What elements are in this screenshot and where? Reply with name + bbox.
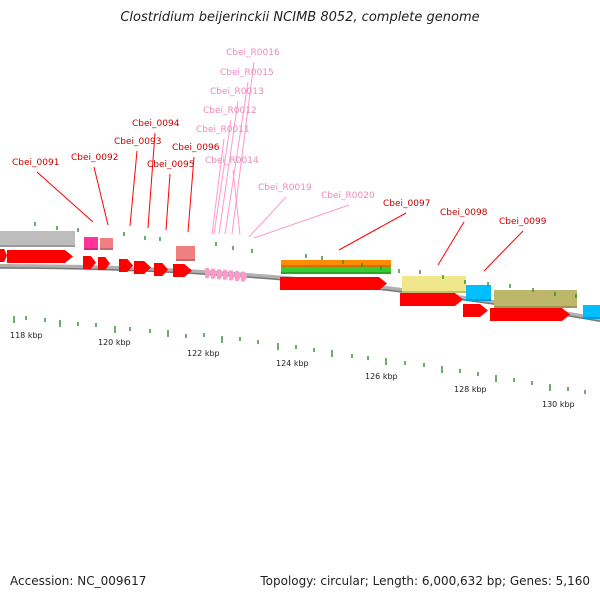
gene-label[interactable]: Cbei_0092 (71, 153, 118, 163)
map-title: Clostridium beijerinckii NCIMB 8052, com… (120, 10, 480, 25)
gene-leader-line (36, 171, 94, 223)
gene-leader-line (231, 61, 255, 235)
cds-arrow[interactable] (173, 264, 192, 277)
gene-leader-line (165, 173, 171, 231)
gene-leader-line (187, 156, 195, 233)
rna-arrow[interactable] (223, 269, 229, 280)
gene-leader-line (211, 138, 225, 235)
feature-gray-1-shade (0, 245, 75, 247)
feature-magenta-shade (84, 248, 98, 250)
scale-tick-label: 122 kbp (187, 349, 220, 358)
scale-tick-label: 128 kbp (454, 385, 487, 394)
rna-arrow[interactable] (241, 271, 247, 282)
gene-leader-line (232, 169, 241, 236)
cds-arrow[interactable] (134, 261, 151, 274)
feature-cyan-1-shade (466, 299, 491, 301)
feature-salmon-2-shade (176, 259, 195, 261)
feature-salmon-1[interactable] (100, 238, 113, 250)
gene-leader-line (483, 230, 524, 272)
gene-label[interactable]: Cbei_0098 (440, 208, 488, 218)
cds-arrow[interactable] (280, 277, 387, 290)
feature-cyan-2-shade (583, 317, 600, 319)
gene-label[interactable]: Cbei_0099 (499, 217, 547, 227)
cds-arrow[interactable] (463, 304, 488, 317)
cds-arrow[interactable] (400, 293, 463, 306)
gene-label[interactable]: Cbei_0095 (147, 160, 194, 170)
gene-label[interactable]: Cbei_0097 (383, 199, 430, 209)
cds-arrow[interactable] (98, 257, 110, 270)
gene-label[interactable]: Cbei_R0011 (196, 125, 250, 135)
scale-tick-label: 120 kbp (98, 338, 131, 347)
gene-label[interactable]: Cbei_R0015 (220, 68, 274, 78)
gene-leader-line (253, 204, 350, 239)
cds-arrow[interactable] (119, 259, 133, 272)
gene-label[interactable]: Cbei_0093 (114, 137, 161, 147)
feature-orange[interactable] (281, 260, 391, 267)
feature-gray-1[interactable] (0, 231, 75, 247)
cds-arrow[interactable] (490, 308, 570, 321)
gene-label[interactable]: Cbei_0091 (12, 158, 59, 168)
scale-tick-label: 118 kbp (10, 331, 43, 340)
cds-arrow[interactable] (7, 250, 73, 263)
gene-label[interactable]: Cbei_0094 (132, 119, 180, 129)
cds-arrow[interactable] (0, 249, 7, 262)
scale-tick-label: 126 kbp (365, 372, 398, 381)
feature-magenta[interactable] (84, 237, 98, 250)
gene-leader-line (218, 100, 239, 235)
gene-leader-line (129, 150, 138, 227)
rna-arrow[interactable] (211, 268, 217, 279)
gene-leader-line (224, 81, 249, 235)
gene-leader-line (338, 212, 407, 251)
gene-leader-line (248, 196, 287, 238)
rna-arrow[interactable] (205, 268, 211, 278)
gene-label[interactable]: Cbei_R0013 (210, 87, 264, 97)
genome-summary-text: Topology: circular; Length: 6,000,632 bp… (260, 574, 590, 588)
accession-text: Accession: NC_009617 (10, 574, 147, 588)
rna-arrow[interactable] (235, 271, 241, 281)
gene-label[interactable]: Cbei_R0014 (205, 156, 259, 166)
gene-label[interactable]: Cbei_R0020 (321, 191, 375, 201)
gene-label[interactable]: Cbei_0096 (172, 143, 220, 153)
gene-label[interactable]: Cbei_R0019 (258, 183, 312, 193)
gene-leader-line (213, 119, 232, 235)
rna-arrow[interactable] (229, 270, 235, 281)
cds-arrow[interactable] (154, 263, 168, 276)
gene-label[interactable]: Cbei_R0012 (203, 106, 257, 116)
feature-salmon-2[interactable] (176, 246, 195, 261)
cds-arrow[interactable] (83, 256, 96, 269)
feature-khaki-shade (402, 291, 466, 293)
feature-salmon-1-shade (100, 248, 113, 250)
feature-olive[interactable] (494, 290, 577, 308)
feature-orange-shade (281, 265, 391, 267)
scale-tick-label: 124 kbp (276, 359, 309, 368)
feature-green[interactable] (281, 267, 391, 274)
feature-green-shade (281, 272, 391, 274)
gene-leader-line (437, 221, 465, 266)
gene-label[interactable]: Cbei_R0016 (226, 48, 280, 58)
feature-olive-shade (494, 306, 577, 308)
feature-khaki[interactable] (402, 276, 466, 293)
rna-arrow[interactable] (217, 269, 223, 280)
feature-cyan-2[interactable] (583, 305, 600, 319)
gene-leader-line (93, 166, 109, 226)
feature-cyan-1[interactable] (466, 285, 491, 301)
gene-leader-line (147, 132, 156, 229)
scale-tick-label: 130 kbp (542, 400, 575, 409)
